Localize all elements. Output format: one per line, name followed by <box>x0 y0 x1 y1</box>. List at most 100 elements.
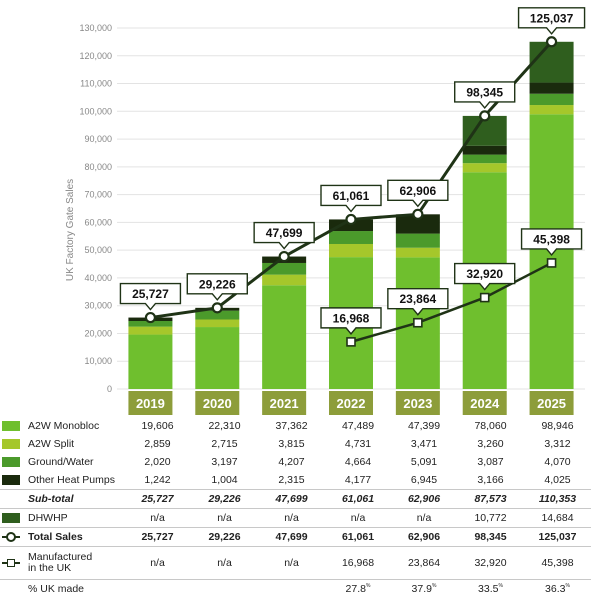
uk-manufactured-callout-label: 45,398 <box>533 232 570 246</box>
bar-segment-ground-water-2022 <box>329 231 373 244</box>
uk-manufactured-callout-label: 32,920 <box>466 267 503 281</box>
year-label-bar <box>329 391 373 415</box>
table-cell: 32,920 <box>457 546 524 580</box>
table-cell: n/a <box>191 508 258 528</box>
table-cell: 36.3% <box>524 579 591 598</box>
table-cell: 61,061 <box>325 527 391 547</box>
stacked-bar-chart: 0 10,000 20,000 30,000 40,000 50,000 60,000 70,… <box>65 7 586 415</box>
y-tick-label: 130,000 <box>79 23 112 33</box>
row-label-cell: Other Heat Pumps <box>0 471 124 490</box>
total-sales-callout-label: 61,061 <box>333 189 370 203</box>
bar-segment-a2w-split-2024 <box>462 163 507 173</box>
table-cell: 78,060 <box>474 420 507 432</box>
pct-value: 27.8 <box>345 583 366 595</box>
total-sales-callout-box <box>186 273 248 301</box>
row-label: Manufactured in the UK <box>28 552 92 574</box>
y-tick-label: 110,000 <box>80 79 112 89</box>
total-sales-callout-label: 47,699 <box>266 226 303 240</box>
table-cell: 27.8% <box>325 579 391 598</box>
row-label-cell: A2W Monobloc <box>0 417 124 435</box>
table-cell: 98,345 <box>457 527 524 547</box>
legend-swatch <box>2 439 20 449</box>
table-cell: 4,207 <box>278 456 305 468</box>
total-sales-point <box>144 311 157 324</box>
uk-manufactured-callout-label: 23,864 <box>400 292 437 306</box>
table-cell: n/a <box>325 508 391 528</box>
y-tick-label: 60,000 <box>84 217 112 227</box>
year-labels: 2019 2020 2021 2022 2023 2024 2025 <box>128 391 574 415</box>
table-row-pct-uk-made: % UK made 27.8% 37.9% 33.5% 36.3% <box>0 579 591 598</box>
table-row-ground-water: Ground/Water 2,020 3,197 4,207 4,664 5,091 3,0… <box>0 453 591 471</box>
pct-suffix: % <box>498 583 503 589</box>
table-cell <box>191 579 258 598</box>
table-cell: 10,772 <box>457 508 524 528</box>
table-cell <box>124 579 191 598</box>
row-label: A2W Split <box>28 438 75 450</box>
uk-manufactured-callout-label: 16,968 <box>333 311 370 325</box>
row-label-line: Manufactured <box>28 551 93 563</box>
table-cell: 29,226 <box>191 527 258 547</box>
year-label-bar <box>128 391 173 415</box>
total-sales-callout-box <box>253 221 315 250</box>
bar-segment-ground-water-2019 <box>128 321 173 327</box>
table-cell: 125,037 <box>524 527 591 547</box>
bar-segment-ground-water-2025 <box>529 93 574 106</box>
pct-suffix: % <box>565 583 570 589</box>
total-sales-point <box>211 302 223 314</box>
table-cell: 4,731 <box>344 438 372 450</box>
x-tick-label: 2024 <box>470 396 500 411</box>
legend-swatch <box>2 457 20 467</box>
x-tick-label: 2022 <box>337 396 366 411</box>
table-cell <box>258 579 325 598</box>
table-cell: 45,398 <box>524 546 591 580</box>
y-tick-label: 70,000 <box>84 190 112 200</box>
table-cell: 2,315 <box>278 474 305 486</box>
table-cell: 3,815 <box>278 438 305 450</box>
bar-segment-a2w-monobloc-2020 <box>195 327 240 389</box>
y-tick-label: 30,000 <box>84 301 112 311</box>
table-cell: 3,312 <box>544 438 571 450</box>
table-cell: 2,859 <box>144 438 171 450</box>
table-cell: 3,166 <box>477 474 504 486</box>
year-label-bar <box>395 391 440 415</box>
table-cell: 47,699 <box>258 489 325 509</box>
y-tick-label: 10,000 <box>84 356 112 366</box>
uk-manufactured-callout-box <box>520 228 583 257</box>
table-row-a2w-split: A2W Split 2,859 2,715 3,815 4,731 3,471 3,260 3… <box>0 435 591 453</box>
year-label-bar <box>529 391 574 415</box>
bar-segment-other-heat-pumps-2024 <box>462 145 507 155</box>
callouts: 25,727 29,226 47,699 61,061 62,906 98,345 125,… <box>119 7 586 335</box>
table-cell: 25,727 <box>124 489 191 509</box>
row-label: Total Sales <box>28 531 83 543</box>
bar-segment-dhwhp-2025 <box>529 41 574 83</box>
table-row-manufactured-uk: Manufactured in the UK n/a n/a n/a 16,968 23,8… <box>0 546 591 580</box>
table-cell: 37.9% <box>391 579 457 598</box>
table-cell: 33.5% <box>457 579 524 598</box>
y-tick-label: 100,000 <box>79 106 112 116</box>
table-cell: 2,020 <box>144 456 171 468</box>
lines <box>144 36 558 347</box>
table-row-other-heat-pumps: Other Heat Pumps 1,242 1,004 2,315 4,177 6,94… <box>0 471 591 490</box>
table-cell: 19,606 <box>141 420 174 432</box>
total-sales-point <box>412 208 424 220</box>
bar-segment-ground-water-2023 <box>395 233 440 248</box>
bar-segment-a2w-monobloc-2019 <box>128 334 173 389</box>
uk-manufactured-point <box>479 292 490 303</box>
y-tick-label: 40,000 <box>84 273 112 283</box>
pct-suffix: % <box>431 583 437 589</box>
total-sales-point <box>479 110 491 122</box>
x-tick-label: 2021 <box>270 396 299 411</box>
table-row-sub-total: Sub-total 25,727 29,226 47,699 61,061 62,906 8… <box>0 489 591 509</box>
table-row-total-sales: Total Sales 25,727 29,226 47,699 61,061 62,90… <box>0 527 591 547</box>
total-sales-callout-label: 62,906 <box>400 184 437 198</box>
year-label-bar <box>195 391 240 415</box>
uk-manufactured-point <box>346 337 356 347</box>
total-sales-point <box>345 213 357 226</box>
pct-value: 33.5 <box>478 583 499 595</box>
total-sales-callout-label: 125,037 <box>530 11 574 25</box>
y-tick-label: 50,000 <box>84 245 112 255</box>
table-cell: 110,353 <box>524 489 591 509</box>
bar-segment-a2w-split-2025 <box>529 105 574 115</box>
row-label-cell: Manufactured in the UK <box>0 546 124 580</box>
y-axis-label: UK Factory Gate Sales <box>65 179 76 281</box>
